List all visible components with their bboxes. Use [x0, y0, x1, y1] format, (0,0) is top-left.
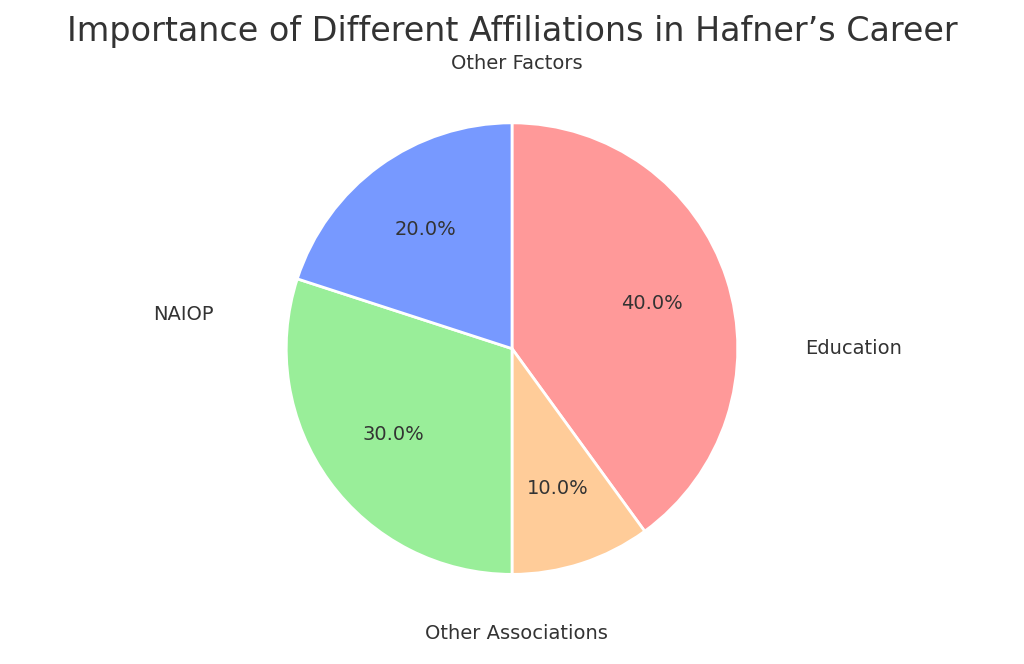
Title: Importance of Different Affiliations in Hafner’s Career: Importance of Different Affiliations in … [67, 15, 957, 48]
Wedge shape [287, 279, 512, 574]
Text: NAIOP: NAIOP [154, 305, 214, 324]
Wedge shape [297, 123, 512, 349]
Wedge shape [512, 349, 645, 574]
Wedge shape [512, 123, 737, 531]
Text: 10.0%: 10.0% [526, 479, 588, 497]
Text: 40.0%: 40.0% [621, 293, 682, 313]
Text: 30.0%: 30.0% [362, 426, 424, 444]
Text: Other Associations: Other Associations [425, 624, 608, 643]
Text: 20.0%: 20.0% [395, 220, 457, 240]
Text: Other Factors: Other Factors [451, 54, 583, 73]
Text: Education: Education [806, 339, 902, 358]
